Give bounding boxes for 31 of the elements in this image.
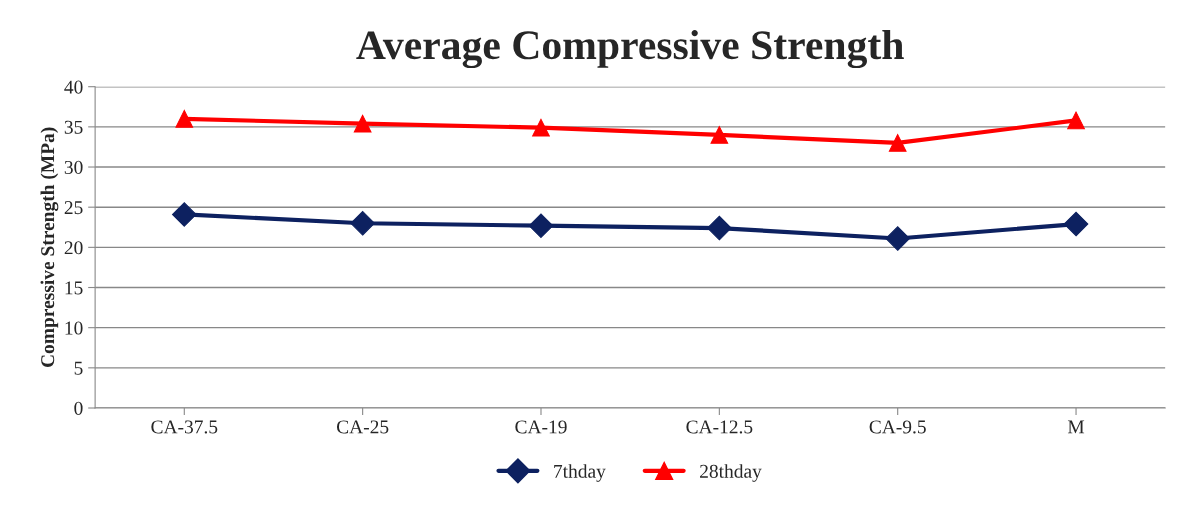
x-tick-label: CA-37.5 xyxy=(151,420,218,434)
point xyxy=(171,202,197,227)
y-tick-label: 10 xyxy=(65,321,83,335)
x-tick-label: CA-9.5 xyxy=(869,420,926,434)
point xyxy=(885,226,910,251)
y-tick-label: 15 xyxy=(65,281,83,295)
point xyxy=(710,126,729,144)
point xyxy=(528,213,554,238)
y-axis-title: Compressive Strength (MPa) xyxy=(40,127,59,368)
x-tick-label: CA-12.5 xyxy=(686,420,753,434)
x-tick-label: M xyxy=(1067,420,1085,434)
y-tick-label: 0 xyxy=(74,401,83,415)
y-tick-label: 30 xyxy=(64,160,83,174)
y-tick-label: 35 xyxy=(64,120,83,134)
legend-label: 7thday xyxy=(554,464,606,482)
x-tick-label: CA-19 xyxy=(515,420,567,434)
y-tick-label: 40 xyxy=(64,80,83,94)
point xyxy=(175,109,194,128)
point xyxy=(353,114,372,133)
chart-title: Average Compressive Strength xyxy=(356,30,904,69)
point xyxy=(532,118,550,137)
y-tick-label: 5 xyxy=(74,361,83,375)
point xyxy=(707,215,732,241)
point xyxy=(888,134,907,152)
x-tick-label: CA-25 xyxy=(336,420,389,434)
point xyxy=(1063,211,1089,237)
point xyxy=(1067,111,1085,130)
y-tick-label: 20 xyxy=(64,241,83,255)
legend-label: 28thday xyxy=(700,464,762,482)
point xyxy=(350,210,375,236)
y-tick-label: 25 xyxy=(64,201,83,215)
